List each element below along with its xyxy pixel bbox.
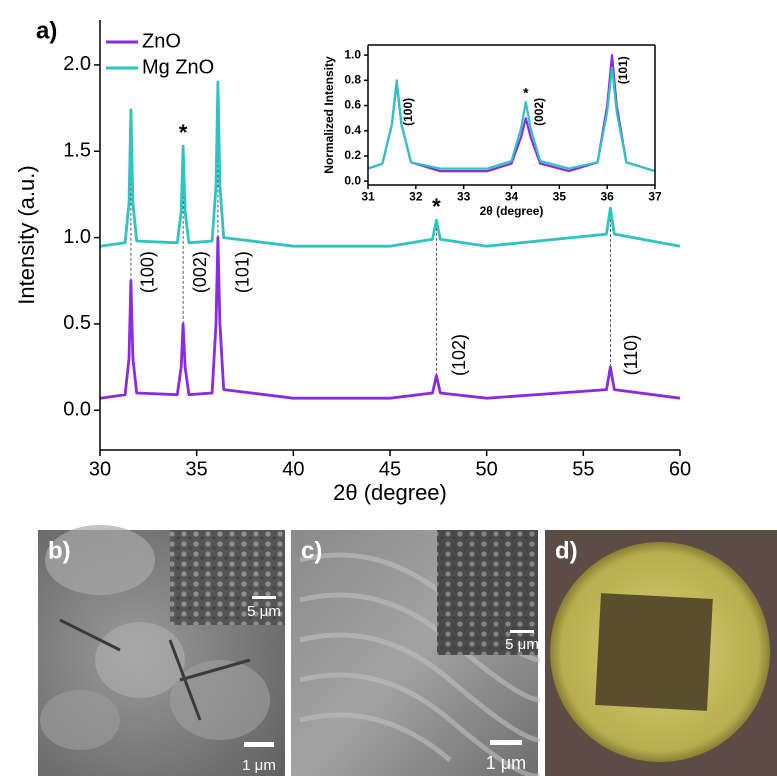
x-tick-label: 35 bbox=[186, 458, 208, 480]
y-tick-label: 0.6 bbox=[344, 98, 361, 112]
scale-label: 5 μm bbox=[247, 603, 281, 620]
sem-panel-b: b) 5 μm 1 μm bbox=[38, 525, 285, 776]
x-tick-label: 60 bbox=[669, 458, 691, 480]
y-tick-label: 0.4 bbox=[344, 123, 361, 137]
y-axis-title: Intensity (a.u.) bbox=[14, 165, 39, 304]
annotation: (101) bbox=[616, 56, 630, 84]
panel-label: d) bbox=[555, 537, 578, 564]
annotation: * bbox=[432, 194, 441, 219]
figure: b) 5 μm 1 μm c) 5 μm 1 μm d) 30 35 40 45 50 5… bbox=[0, 0, 777, 776]
y-tick-label: 1.5 bbox=[63, 140, 91, 162]
photo-panel-d: d) bbox=[545, 530, 777, 776]
y-tick-label: 0.2 bbox=[344, 148, 361, 162]
y-tick-label: 1.0 bbox=[63, 226, 91, 248]
series-line bbox=[100, 238, 680, 399]
legend-label: Mg ZnO bbox=[142, 56, 214, 78]
x-tick-label: 37 bbox=[648, 190, 662, 204]
y-tick-label: 1.0 bbox=[344, 47, 361, 61]
annotation: (110) bbox=[621, 335, 641, 376]
x-tick-label: 50 bbox=[476, 458, 498, 480]
x-tick-label: 55 bbox=[572, 458, 594, 480]
y-tick-label: 2.0 bbox=[63, 53, 91, 75]
scale-label: 1 μm bbox=[242, 757, 276, 774]
scale-label: 5 μm bbox=[505, 636, 539, 653]
x-tick-label: 36 bbox=[600, 190, 614, 204]
annotation: (100) bbox=[401, 98, 415, 126]
scale-label: 1 μm bbox=[486, 753, 526, 773]
annotation: (100) bbox=[138, 251, 158, 293]
x-tick-label: 35 bbox=[553, 190, 567, 204]
sem-panel-c: c) 5 μm 1 μm bbox=[291, 530, 540, 776]
panel-label: a) bbox=[36, 17, 57, 44]
x-tick-label: 30 bbox=[89, 458, 111, 480]
annotation: (101) bbox=[233, 251, 253, 293]
y-tick-label: 0.5 bbox=[63, 312, 91, 334]
x-axis-title: 2θ (degree) bbox=[333, 480, 447, 505]
y-tick-label: 0.0 bbox=[344, 173, 361, 187]
x-tick-label: 45 bbox=[379, 458, 401, 480]
chart: 31 32 33 34 35 36 37 0.0 0.2 0.4 0.6 0.8 1.0 2θ (degr… bbox=[322, 45, 662, 218]
y-tick-label: 0.0 bbox=[63, 399, 91, 421]
y-axis-title: Normalized Intensity bbox=[322, 56, 336, 174]
panel-label: c) bbox=[301, 537, 322, 564]
legend-label: ZnO bbox=[142, 30, 181, 52]
annotation: * bbox=[523, 84, 529, 100]
x-tick-label: 32 bbox=[409, 190, 423, 204]
annotation: * bbox=[179, 120, 188, 145]
annotation: (102) bbox=[449, 334, 469, 376]
annotation: (002) bbox=[532, 98, 546, 126]
annotation: (002) bbox=[190, 251, 210, 293]
y-tick-label: 0.8 bbox=[344, 72, 361, 86]
x-tick-label: 40 bbox=[282, 458, 304, 480]
x-tick-label: 34 bbox=[505, 190, 519, 204]
x-tick-label: 33 bbox=[457, 190, 471, 204]
x-axis-title: 2θ (degree) bbox=[480, 204, 544, 218]
panel-label: b) bbox=[48, 537, 71, 564]
x-tick-label: 31 bbox=[361, 190, 375, 204]
